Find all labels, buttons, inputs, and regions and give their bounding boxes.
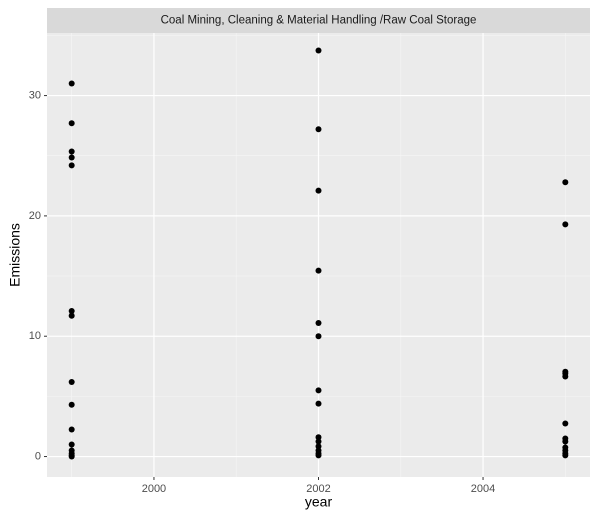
point (315, 438, 322, 445)
x-tick-label: 2000 (142, 483, 166, 495)
point (562, 373, 569, 380)
point (315, 187, 322, 194)
point (562, 438, 569, 445)
point (562, 420, 569, 427)
strip (47, 8, 590, 33)
point (68, 426, 75, 433)
point (68, 401, 75, 408)
y-axis-title: Emissions (7, 223, 23, 287)
point (315, 319, 322, 326)
point (562, 221, 569, 228)
point (68, 441, 75, 448)
point (562, 179, 569, 186)
y-tick-label: 30 (29, 89, 41, 101)
y-tick-label: 20 (29, 210, 41, 222)
x-axis-title: year (305, 494, 333, 510)
point (68, 312, 75, 319)
point (68, 378, 75, 385)
y-tick-label: 0 (35, 450, 41, 462)
point (68, 148, 75, 155)
point (68, 80, 75, 87)
strip-title: Coal Mining, Cleaning & Material Handlin… (161, 15, 477, 27)
point (315, 400, 322, 407)
point (68, 162, 75, 169)
point (315, 126, 322, 133)
y-tick-label: 10 (29, 330, 41, 342)
point (315, 333, 322, 340)
point (68, 120, 75, 127)
point (68, 154, 75, 161)
point (68, 453, 75, 460)
point (315, 387, 322, 394)
point (68, 307, 75, 314)
x-tick-label: 2002 (306, 483, 330, 495)
point (315, 443, 322, 450)
point (315, 267, 322, 274)
point (315, 452, 322, 459)
point (315, 47, 322, 54)
x-tick-label: 2004 (471, 483, 495, 495)
point (315, 434, 322, 441)
point (562, 452, 569, 459)
